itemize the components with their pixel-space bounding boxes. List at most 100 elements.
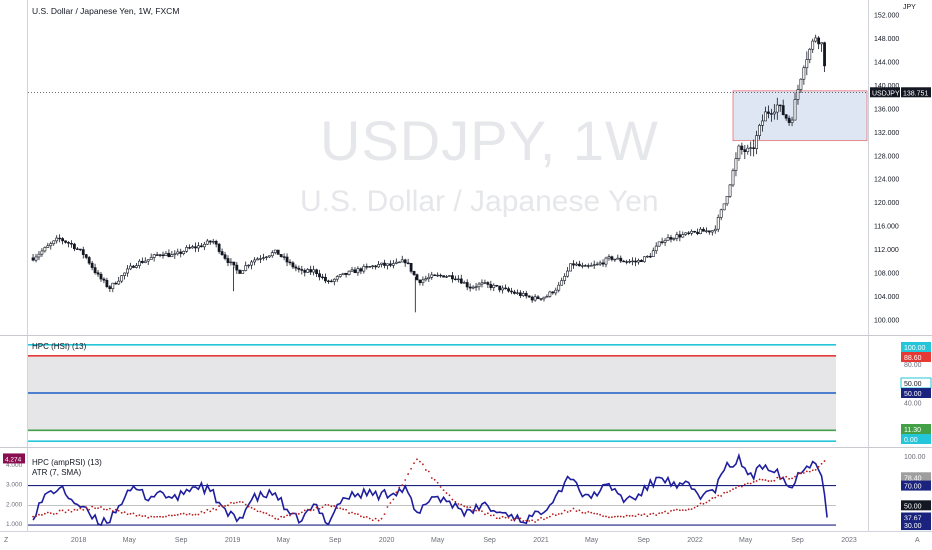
rsi-axis-tag: 30.00 — [904, 523, 922, 530]
atr-dot — [817, 465, 820, 468]
candle-body — [495, 284, 499, 287]
hsi-pane-title: HPC (HSI) (13) — [32, 342, 87, 351]
corner-label-right: A — [915, 537, 920, 544]
candle-body — [645, 255, 649, 258]
candle-body — [707, 230, 711, 233]
candle-body — [362, 266, 366, 272]
atr-dot — [690, 508, 693, 511]
candle-body — [660, 241, 664, 243]
hsi-level-tag-bg — [901, 424, 931, 434]
rsi-axis-tag-bg — [901, 480, 931, 491]
atr-dot — [791, 477, 793, 480]
atr-dot — [312, 509, 315, 511]
atr-dot — [481, 510, 483, 513]
atr-dot — [802, 472, 805, 474]
rsi-axis-tag-bg — [901, 472, 931, 483]
candle-body — [545, 296, 549, 298]
atr-dot — [383, 513, 386, 516]
candle-body — [533, 296, 537, 301]
price-tick-label: 148.000 — [874, 36, 899, 43]
candle-body — [758, 125, 761, 136]
candle-body — [132, 265, 135, 268]
candle-body — [796, 89, 800, 100]
candle-body — [217, 243, 221, 252]
atr-dot — [43, 512, 46, 515]
price-tick-label: 104.000 — [874, 294, 899, 301]
candle-body — [566, 270, 570, 277]
time-tick-label: Sep — [329, 537, 342, 544]
candle-body — [737, 145, 741, 159]
candle-body — [291, 262, 295, 268]
atr-dot — [374, 517, 377, 520]
atr-dot — [755, 480, 758, 482]
candle-body — [486, 282, 490, 285]
candle-body — [513, 291, 516, 294]
candle-body — [477, 283, 481, 288]
candle-body — [504, 287, 507, 290]
candle-body — [784, 114, 788, 119]
atr-dot — [76, 509, 79, 511]
candle-body — [267, 255, 271, 258]
atr-dot — [723, 491, 726, 494]
candle-body — [135, 265, 138, 268]
candle-body — [338, 274, 342, 277]
atr-dot — [593, 512, 596, 515]
candle-body — [772, 111, 776, 115]
atr-dot — [661, 511, 664, 514]
atr-dot — [67, 509, 70, 511]
candle-body — [52, 240, 56, 244]
candle-body — [371, 265, 375, 267]
price-tag-bg — [901, 87, 931, 98]
atr-dot — [100, 506, 102, 508]
atr-dot — [708, 499, 711, 502]
symbol-tag-bg — [870, 87, 900, 98]
atr-dot — [170, 514, 173, 517]
hsi-level-tag-bg — [901, 388, 931, 398]
time-tick-label: May — [277, 537, 291, 544]
atr-dot — [253, 508, 256, 511]
atr-dot — [608, 516, 610, 519]
time-tick-label: Sep — [483, 537, 496, 544]
atr-dot — [457, 503, 460, 505]
candle-body — [518, 292, 522, 296]
atr-dots — [32, 458, 826, 523]
candle-body — [415, 274, 419, 281]
atr-dot — [605, 515, 607, 518]
atr-dot — [41, 514, 43, 516]
atr-dot — [433, 478, 436, 481]
candle-body — [823, 42, 826, 67]
atr-dot — [460, 503, 463, 506]
candle-body — [409, 262, 413, 272]
atr-dot — [625, 514, 628, 517]
candle-body — [669, 237, 673, 240]
atr-dot — [646, 515, 649, 518]
candle-body — [309, 269, 313, 273]
candle-body — [705, 230, 708, 232]
candle-body — [699, 228, 702, 234]
atr-dot — [466, 506, 469, 508]
candle-body — [279, 254, 283, 257]
atr-dot — [740, 485, 743, 488]
price-tick-label: 116.000 — [874, 224, 899, 231]
candle-body — [386, 263, 389, 266]
atr-dot — [173, 514, 176, 517]
price-tick-label: 112.000 — [874, 247, 899, 254]
atr-dot — [351, 511, 353, 514]
atr-dot — [628, 515, 631, 517]
atr-dot — [696, 505, 699, 508]
candle-body — [516, 292, 519, 294]
candle-body — [640, 259, 643, 263]
atr-dot — [726, 491, 728, 494]
candle-body — [152, 254, 156, 258]
candle-body — [161, 254, 165, 257]
atr-dot — [277, 518, 280, 521]
atr-dot — [752, 481, 755, 483]
candle-body — [182, 251, 186, 254]
candle-body — [702, 228, 705, 232]
candle-body — [111, 282, 115, 289]
candle-body — [99, 273, 103, 280]
atr-dot — [504, 516, 507, 519]
candle-body — [256, 258, 259, 261]
candle-body — [693, 230, 696, 233]
candle-body — [185, 247, 189, 252]
